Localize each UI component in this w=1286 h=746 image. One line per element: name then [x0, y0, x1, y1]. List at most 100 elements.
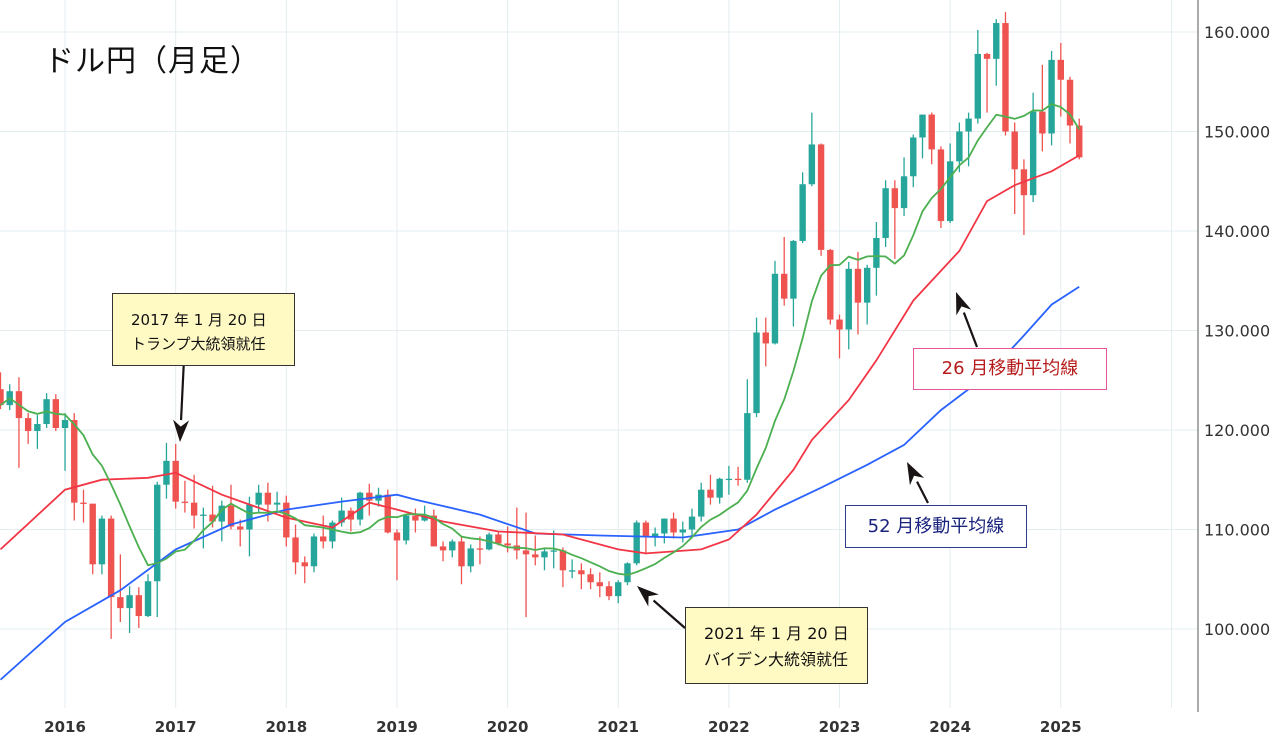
candle [320, 515, 327, 549]
candle-body [753, 332, 760, 414]
candle [227, 484, 235, 530]
candle [246, 496, 253, 557]
trump-date: 2017 年 1 月 20 日 [131, 311, 267, 329]
candle-body [107, 518, 115, 598]
candle [891, 180, 899, 259]
candle-body [707, 489, 714, 498]
candle-body [882, 188, 889, 238]
candle [790, 239, 797, 327]
candle-body [71, 420, 78, 503]
y-tick-label: 120.000 [1204, 421, 1270, 440]
candle-body [541, 551, 548, 558]
candle [734, 466, 742, 486]
candle [15, 377, 23, 468]
candle-body [209, 514, 216, 522]
candle [218, 500, 225, 542]
candle-body [255, 492, 262, 505]
candle-body [467, 548, 474, 567]
candle [956, 122, 963, 173]
candle [61, 413, 69, 471]
biden-date: 2021 年 1 月 20 日 [704, 624, 849, 643]
y-tick-label: 150.000 [1204, 123, 1270, 142]
candle [845, 261, 852, 350]
candle-body [34, 424, 41, 431]
candle-body [273, 502, 281, 505]
x-tick-label: 2017 [155, 718, 197, 736]
ma52-line [0, 285, 1080, 681]
candle-body [670, 518, 677, 533]
candle [873, 222, 880, 296]
x-tick-label: 2019 [376, 718, 418, 736]
candle-body [421, 515, 428, 521]
candle-body [154, 484, 161, 582]
candle-body [24, 418, 32, 431]
candle [421, 505, 428, 522]
candle [919, 114, 926, 159]
candle [412, 508, 419, 533]
biden-annotation: 2021 年 1 月 20 日 バイデン大統領就任 [685, 607, 868, 684]
candle-body [781, 273, 788, 299]
candle-body [117, 597, 124, 609]
candle [808, 112, 816, 187]
x-tick-label: 2024 [929, 718, 971, 736]
candle [799, 172, 806, 243]
candle-body [430, 515, 438, 547]
candle-body [329, 522, 336, 542]
candle-body [946, 161, 954, 222]
chart-title: ドル円（月足） [44, 44, 261, 79]
candle-body [587, 574, 594, 583]
candle-body [476, 548, 484, 550]
ma52-label: 52 月移動平均線 [845, 505, 1027, 548]
ma26-line [0, 154, 1080, 555]
candle [154, 481, 161, 618]
candle-body [320, 536, 327, 542]
candle [292, 524, 299, 575]
candle [781, 236, 788, 306]
candle-body [873, 237, 880, 268]
candle-body [891, 188, 899, 209]
candle [467, 544, 474, 573]
candle-body [98, 518, 106, 565]
candle [430, 509, 438, 547]
candle [633, 520, 640, 566]
candle [771, 260, 779, 345]
candle [854, 251, 862, 335]
candle-body [605, 586, 613, 597]
candle-body [227, 505, 235, 527]
candle-body [679, 529, 686, 533]
candle [347, 507, 355, 532]
candle [200, 507, 207, 549]
candle-body [725, 478, 733, 481]
candle-body [0, 389, 4, 406]
axes: 100.000 110.000 120.000 130.000 140.000 150.0… [44, 0, 1270, 736]
candle [273, 491, 281, 511]
candle-body [910, 137, 917, 177]
candle-body [928, 114, 935, 150]
candle-body [762, 332, 769, 344]
candle [707, 474, 714, 505]
ma-short-line [0, 103, 1080, 576]
candle [596, 572, 603, 598]
candle [974, 30, 982, 124]
candle-body [836, 319, 843, 330]
candle [0, 372, 4, 410]
candle-body [292, 537, 299, 563]
candle [670, 512, 677, 539]
candle-body [393, 532, 401, 541]
ma26-label: 26 月移動平均線 [913, 348, 1107, 390]
candle [817, 143, 825, 256]
candle [1076, 118, 1083, 160]
candle-body [578, 570, 585, 575]
candle-body [624, 563, 631, 583]
candle [1029, 92, 1037, 203]
candle [983, 52, 991, 113]
trump-annotation: 2017 年 1 月 20 日 トランプ大統領就任 [112, 293, 295, 366]
candle [126, 586, 133, 633]
candle [458, 536, 465, 585]
candle-body [642, 522, 650, 537]
candle [661, 518, 668, 544]
candle [753, 317, 760, 418]
candle-body [790, 240, 797, 299]
candle [910, 134, 917, 188]
candle-body [734, 478, 742, 481]
